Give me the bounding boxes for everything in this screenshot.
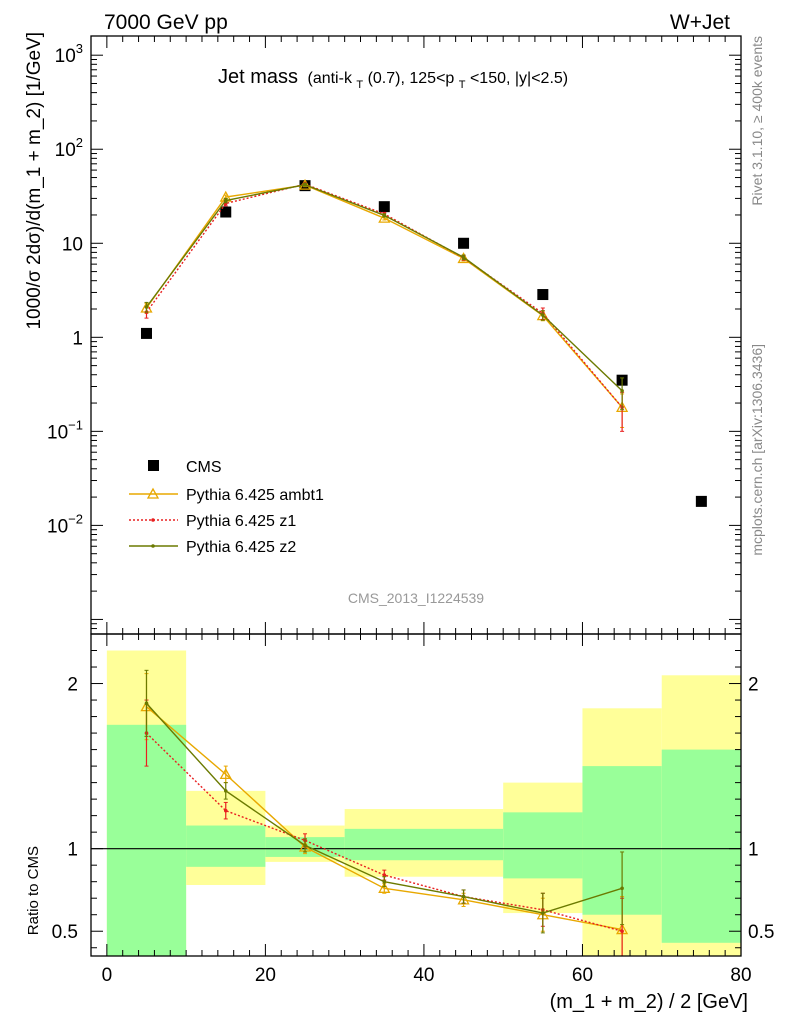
- ratio-xlabel: (m_1 + m_2) / 2 [GeV]: [550, 991, 748, 1013]
- ratio-ytick-label-right-1: 1: [748, 840, 759, 861]
- legend-marker-ambt1: [146, 487, 160, 499]
- ratio-point-z1-1: [223, 808, 228, 813]
- main-point-z2-3: [382, 213, 387, 218]
- ratio-bands: [91, 650, 741, 956]
- main-point-cms-1: [220, 206, 232, 218]
- main-ytick-mantissa: 10: [47, 422, 68, 443]
- main-point-z2-0: [144, 305, 149, 309]
- main-ytick-label-1: 10−1: [47, 417, 83, 443]
- main-point-z2-4: [461, 255, 466, 260]
- ratio-ytick-label-left-2: 2: [67, 675, 78, 696]
- ratio-frame: [90, 633, 742, 957]
- ratio-ytick-label-left-1: 1: [67, 840, 78, 861]
- mcplots-label: mcplots.cern.ch [arXiv:1306.3436]: [749, 344, 765, 556]
- ratio-band-inner-3: [344, 828, 504, 861]
- ratio-band-inner-4: [503, 812, 583, 879]
- ratio-ytick-label-right-0: 0.5: [748, 922, 774, 943]
- main-point-z2-5: [541, 313, 545, 317]
- ratio-point-z2-6: [620, 886, 624, 891]
- ratio-point-ambt1-3: [378, 881, 391, 893]
- ratio-point-z2-2: [303, 843, 307, 848]
- legend-marker-z2: [151, 544, 155, 548]
- main-ytick-label-0: 10−2: [47, 511, 83, 537]
- plot-title-sub-pre: (anti-k: [307, 70, 352, 87]
- ratio-band-inner-6: [661, 749, 741, 943]
- legend-entry-z1: Pythia 6.425 z1: [186, 513, 296, 530]
- main-point-cms-4: [458, 237, 470, 249]
- watermark: CMS_2013_I1224539: [348, 590, 484, 606]
- plot-title-sub-t1: T: [356, 79, 363, 91]
- main-series: [140, 178, 707, 507]
- legend-entry-z2: Pythia 6.425 z2: [186, 539, 296, 556]
- rivet-label: Rivet 3.1.10, ≥ 400k events: [749, 36, 765, 206]
- main-ytick-exponent: −2: [68, 511, 83, 526]
- ratio-xtick-label-2: 40: [413, 965, 434, 986]
- ratio-point-z2-5: [541, 911, 545, 915]
- main-point-cms-0: [140, 327, 152, 339]
- legend-marker-cms: [148, 460, 159, 471]
- ratio-xtick-label-4: 80: [730, 965, 751, 986]
- ratio-series: [140, 669, 629, 957]
- plot-title-sub-t2: T: [459, 79, 466, 91]
- main-ytick-exponent: −1: [68, 417, 83, 432]
- main-ytick-label-3: 10: [62, 234, 83, 255]
- ratio-band-inner-1: [186, 825, 266, 867]
- ratio-ylabel: Ratio to CMS: [25, 846, 42, 935]
- main-ytick-label-4: 102: [55, 135, 83, 161]
- main-point-cms-5: [537, 289, 549, 301]
- ratio-point-z1-3: [382, 873, 387, 877]
- ratio-point-z1-6: [620, 929, 624, 934]
- ratio-xtick-label-0: 0: [102, 965, 113, 986]
- ratio-xtick-label-1: 20: [255, 965, 276, 986]
- header-right: W+Jet: [670, 11, 730, 34]
- legend-entry-ambt1: Pythia 6.425 ambt1: [186, 487, 324, 504]
- legend-marker-z1: [151, 518, 155, 522]
- ratio-ytick-label-left-0: 0.5: [52, 922, 78, 943]
- plot-title-sub-post: <150, |y|<2.5): [470, 70, 568, 87]
- ratio-point-ambt1-1: [219, 768, 232, 780]
- main-point-z2-2: [303, 182, 307, 187]
- main-ylabel: 1000/σ 2dσ)/d(m_1 + m_2) [1/GeV]: [24, 32, 45, 330]
- main-point-cms-7: [695, 495, 707, 507]
- legend-entry-cms: CMS: [186, 459, 222, 476]
- main-ytick-exponent: 2: [76, 135, 83, 150]
- main-ytick-label-5: 103: [55, 41, 83, 67]
- ratio-point-z2-3: [382, 879, 387, 884]
- plot-title-main: Jet mass: [218, 66, 298, 88]
- ratio-point-z2-0: [144, 701, 149, 706]
- ratio-ytick-label-right-2: 2: [748, 675, 759, 696]
- main-point-ambt1-4: [457, 252, 470, 264]
- plot-title: Jet mass (anti-k T (0.7), 125<p T <150, …: [218, 66, 568, 92]
- main-ytick-label-2: 1: [72, 328, 83, 349]
- plot-title-sub-mid: (0.7), 125<p: [368, 70, 455, 87]
- ratio-xtick-label-3: 60: [572, 965, 593, 986]
- ratio-point-z2-4: [461, 894, 466, 899]
- header-left: 7000 GeV pp: [104, 11, 228, 34]
- main-ytick-exponent: 3: [76, 41, 83, 56]
- legend: CMS Pythia 6.425 ambt1 Pythia 6.425 z1 P…: [129, 459, 324, 556]
- ratio-point-ambt1-4: [457, 893, 470, 905]
- ratio-point-z2-1: [223, 789, 228, 793]
- main-point-z2-6: [620, 388, 624, 393]
- main-ytick-mantissa: 10: [47, 516, 68, 537]
- main-ytick-mantissa: 10: [55, 46, 76, 67]
- main-point-z2-1: [223, 198, 228, 203]
- main-ytick-mantissa: 10: [55, 140, 76, 161]
- main-point-cms-3: [378, 201, 390, 213]
- main-point-ambt1-3: [378, 211, 391, 223]
